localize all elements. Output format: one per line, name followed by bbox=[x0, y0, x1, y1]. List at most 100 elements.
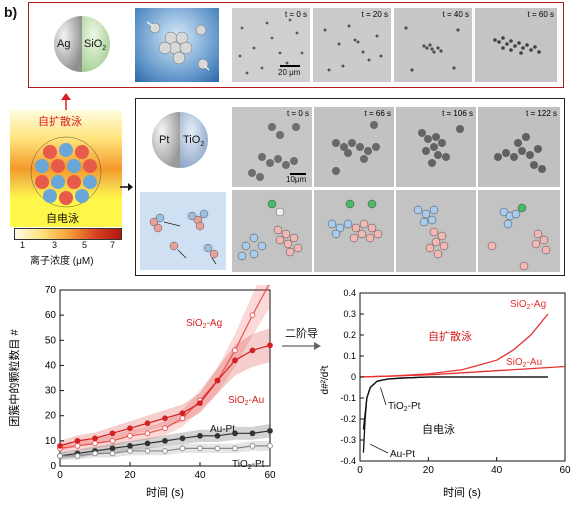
colorbar bbox=[14, 228, 122, 240]
chart1-point bbox=[214, 377, 221, 384]
janus-right-label: SiO2 bbox=[84, 38, 107, 53]
top-frame-0: t = 0 s 20 μm bbox=[232, 8, 310, 82]
chart1-point bbox=[162, 448, 168, 454]
chart1-point bbox=[232, 347, 238, 354]
chart1-point bbox=[179, 415, 186, 422]
chart1-point bbox=[162, 438, 168, 444]
top-row-frame bbox=[28, 2, 564, 88]
janus-left-label: Ag bbox=[57, 38, 71, 50]
chart1-point bbox=[197, 432, 203, 439]
legend2-tio2-pt: TiO2-Pt bbox=[388, 401, 421, 413]
chart2-ytick-label: 0 bbox=[351, 372, 356, 382]
mid-frame-2: t = 106 s bbox=[396, 107, 476, 187]
chart2-ytick-label: 0.4 bbox=[343, 288, 356, 298]
chart1-xtick-label: 0 bbox=[57, 470, 63, 481]
chart2-pointer bbox=[380, 387, 387, 406]
chart2-xtick-label: 40 bbox=[491, 465, 503, 476]
top-frame-2: t = 40 s bbox=[394, 8, 472, 82]
chart1-point bbox=[144, 430, 151, 437]
chart2-series-line bbox=[359, 365, 566, 378]
mid-frame-0: t = 0 s 10μm bbox=[232, 107, 312, 187]
chart1-point bbox=[74, 453, 81, 459]
mid-overlay-1 bbox=[314, 190, 394, 272]
chart1-point bbox=[179, 445, 186, 452]
chart1-ytick-label: 10 bbox=[45, 436, 57, 447]
chart1-point bbox=[144, 440, 151, 447]
mid-scalebar: 10μm bbox=[286, 175, 307, 184]
chart1-point bbox=[179, 435, 186, 442]
top-frame-3: t = 60 s bbox=[475, 8, 557, 82]
chart1-point bbox=[57, 453, 63, 459]
chart1-point bbox=[267, 342, 273, 349]
chart1-xtick-label: 60 bbox=[264, 470, 276, 481]
chart1-point bbox=[109, 430, 116, 437]
chart1-point bbox=[249, 347, 256, 354]
mid-frame-1: t = 66 s bbox=[314, 107, 394, 187]
chart2-ytick-label: -0.3 bbox=[340, 435, 356, 445]
self-electrophoresis-label: 自电泳 bbox=[46, 213, 79, 225]
panel-label: b) bbox=[4, 4, 18, 20]
legend-sio2-au: SiO2-Au bbox=[228, 395, 264, 407]
chart2-annotation-lower: 自电泳 bbox=[422, 422, 455, 436]
mid-overlay-0 bbox=[232, 190, 312, 272]
self-diffusiophoresis-label: 自扩散泳 bbox=[38, 116, 82, 128]
top-time-2: t = 40 s bbox=[442, 10, 469, 19]
arrow-derivative-icon bbox=[282, 342, 321, 350]
cluster-count-chart: 0 20 40 60 0 10 20 30 40 50 60 70 团簇中的颗粒数目 # 时间 (s)… bbox=[7, 285, 276, 499]
chart1-point bbox=[179, 410, 186, 417]
chart1-point bbox=[57, 443, 63, 449]
chart1-point bbox=[109, 450, 116, 457]
mid-time-2: t = 106 s bbox=[442, 109, 473, 118]
chart1-ytick-label: 40 bbox=[45, 360, 57, 371]
top-frame-1: t = 20 s bbox=[313, 8, 391, 82]
janus-tio2-label: TiO2 bbox=[183, 134, 205, 149]
janus-pt-label: Pt bbox=[159, 134, 170, 146]
chart1-point bbox=[162, 425, 168, 432]
chart1-point bbox=[162, 415, 168, 422]
chart1-point bbox=[232, 430, 238, 437]
janus-ag-sio2: Ag SiO2 bbox=[52, 14, 112, 74]
chart1-ytick-label: 70 bbox=[45, 285, 57, 296]
chart1-ylabel: 团簇中的颗粒数目 # bbox=[7, 329, 21, 427]
chart1-point bbox=[127, 425, 133, 432]
chart1-point bbox=[74, 443, 81, 449]
chart2-xtick-label: 60 bbox=[559, 465, 571, 476]
chart1-ytick-label: 50 bbox=[45, 335, 57, 346]
chart1-point bbox=[214, 445, 221, 452]
top-scalebar: 20 μm bbox=[278, 68, 301, 77]
chart2-xtick-label: 20 bbox=[423, 465, 435, 476]
legend-au-pt: Au-Pt bbox=[210, 424, 235, 435]
chart1-point bbox=[109, 438, 116, 444]
chart1-point bbox=[109, 445, 116, 452]
colorbar-label: 离子浓度 (μM) bbox=[30, 256, 94, 267]
chart1-point bbox=[92, 450, 98, 457]
colorbar-tick-7: 7 bbox=[110, 240, 116, 250]
chart1-point bbox=[74, 438, 81, 444]
janus-pt-tio2: Pt TiO2 bbox=[150, 110, 210, 170]
legend-sio2-ag: SiO2-Ag bbox=[186, 318, 222, 330]
chart2-ytick-label: 0.3 bbox=[343, 309, 356, 319]
chart2-ytick-label: 0.2 bbox=[343, 330, 356, 340]
legend2-au-pt: Au-Pt bbox=[390, 449, 415, 460]
chart1-point bbox=[144, 420, 151, 427]
mid-time-0: t = 0 s bbox=[286, 109, 309, 118]
chart1-point bbox=[92, 440, 98, 447]
chart2-ytick-label: -0.1 bbox=[340, 393, 356, 403]
chart1-point bbox=[249, 430, 256, 437]
legend2-sio2-ag: SiO2-Ag bbox=[510, 299, 546, 311]
mid-overlay-2 bbox=[396, 190, 476, 272]
chart2-pointer bbox=[370, 443, 389, 454]
chart2-xtick-label: 0 bbox=[357, 465, 363, 476]
chart2-ytick-label: 0.1 bbox=[343, 351, 356, 361]
chart1-point bbox=[92, 435, 98, 442]
top-time-1: t = 20 s bbox=[361, 10, 388, 19]
mid-scalebar-line bbox=[290, 173, 306, 175]
chart1-frame bbox=[59, 289, 271, 467]
chart2-ytick-label: -0.2 bbox=[340, 414, 356, 424]
mid-time-3: t = 122 s bbox=[526, 109, 557, 118]
legend-tio2-pt: TiO2-Pt bbox=[232, 459, 265, 471]
top-time-3: t = 60 s bbox=[527, 10, 554, 19]
chart1-ytick-label: 30 bbox=[45, 386, 57, 397]
chart1-ytick-label: 20 bbox=[45, 411, 57, 422]
top-scalebar-line bbox=[280, 65, 300, 67]
